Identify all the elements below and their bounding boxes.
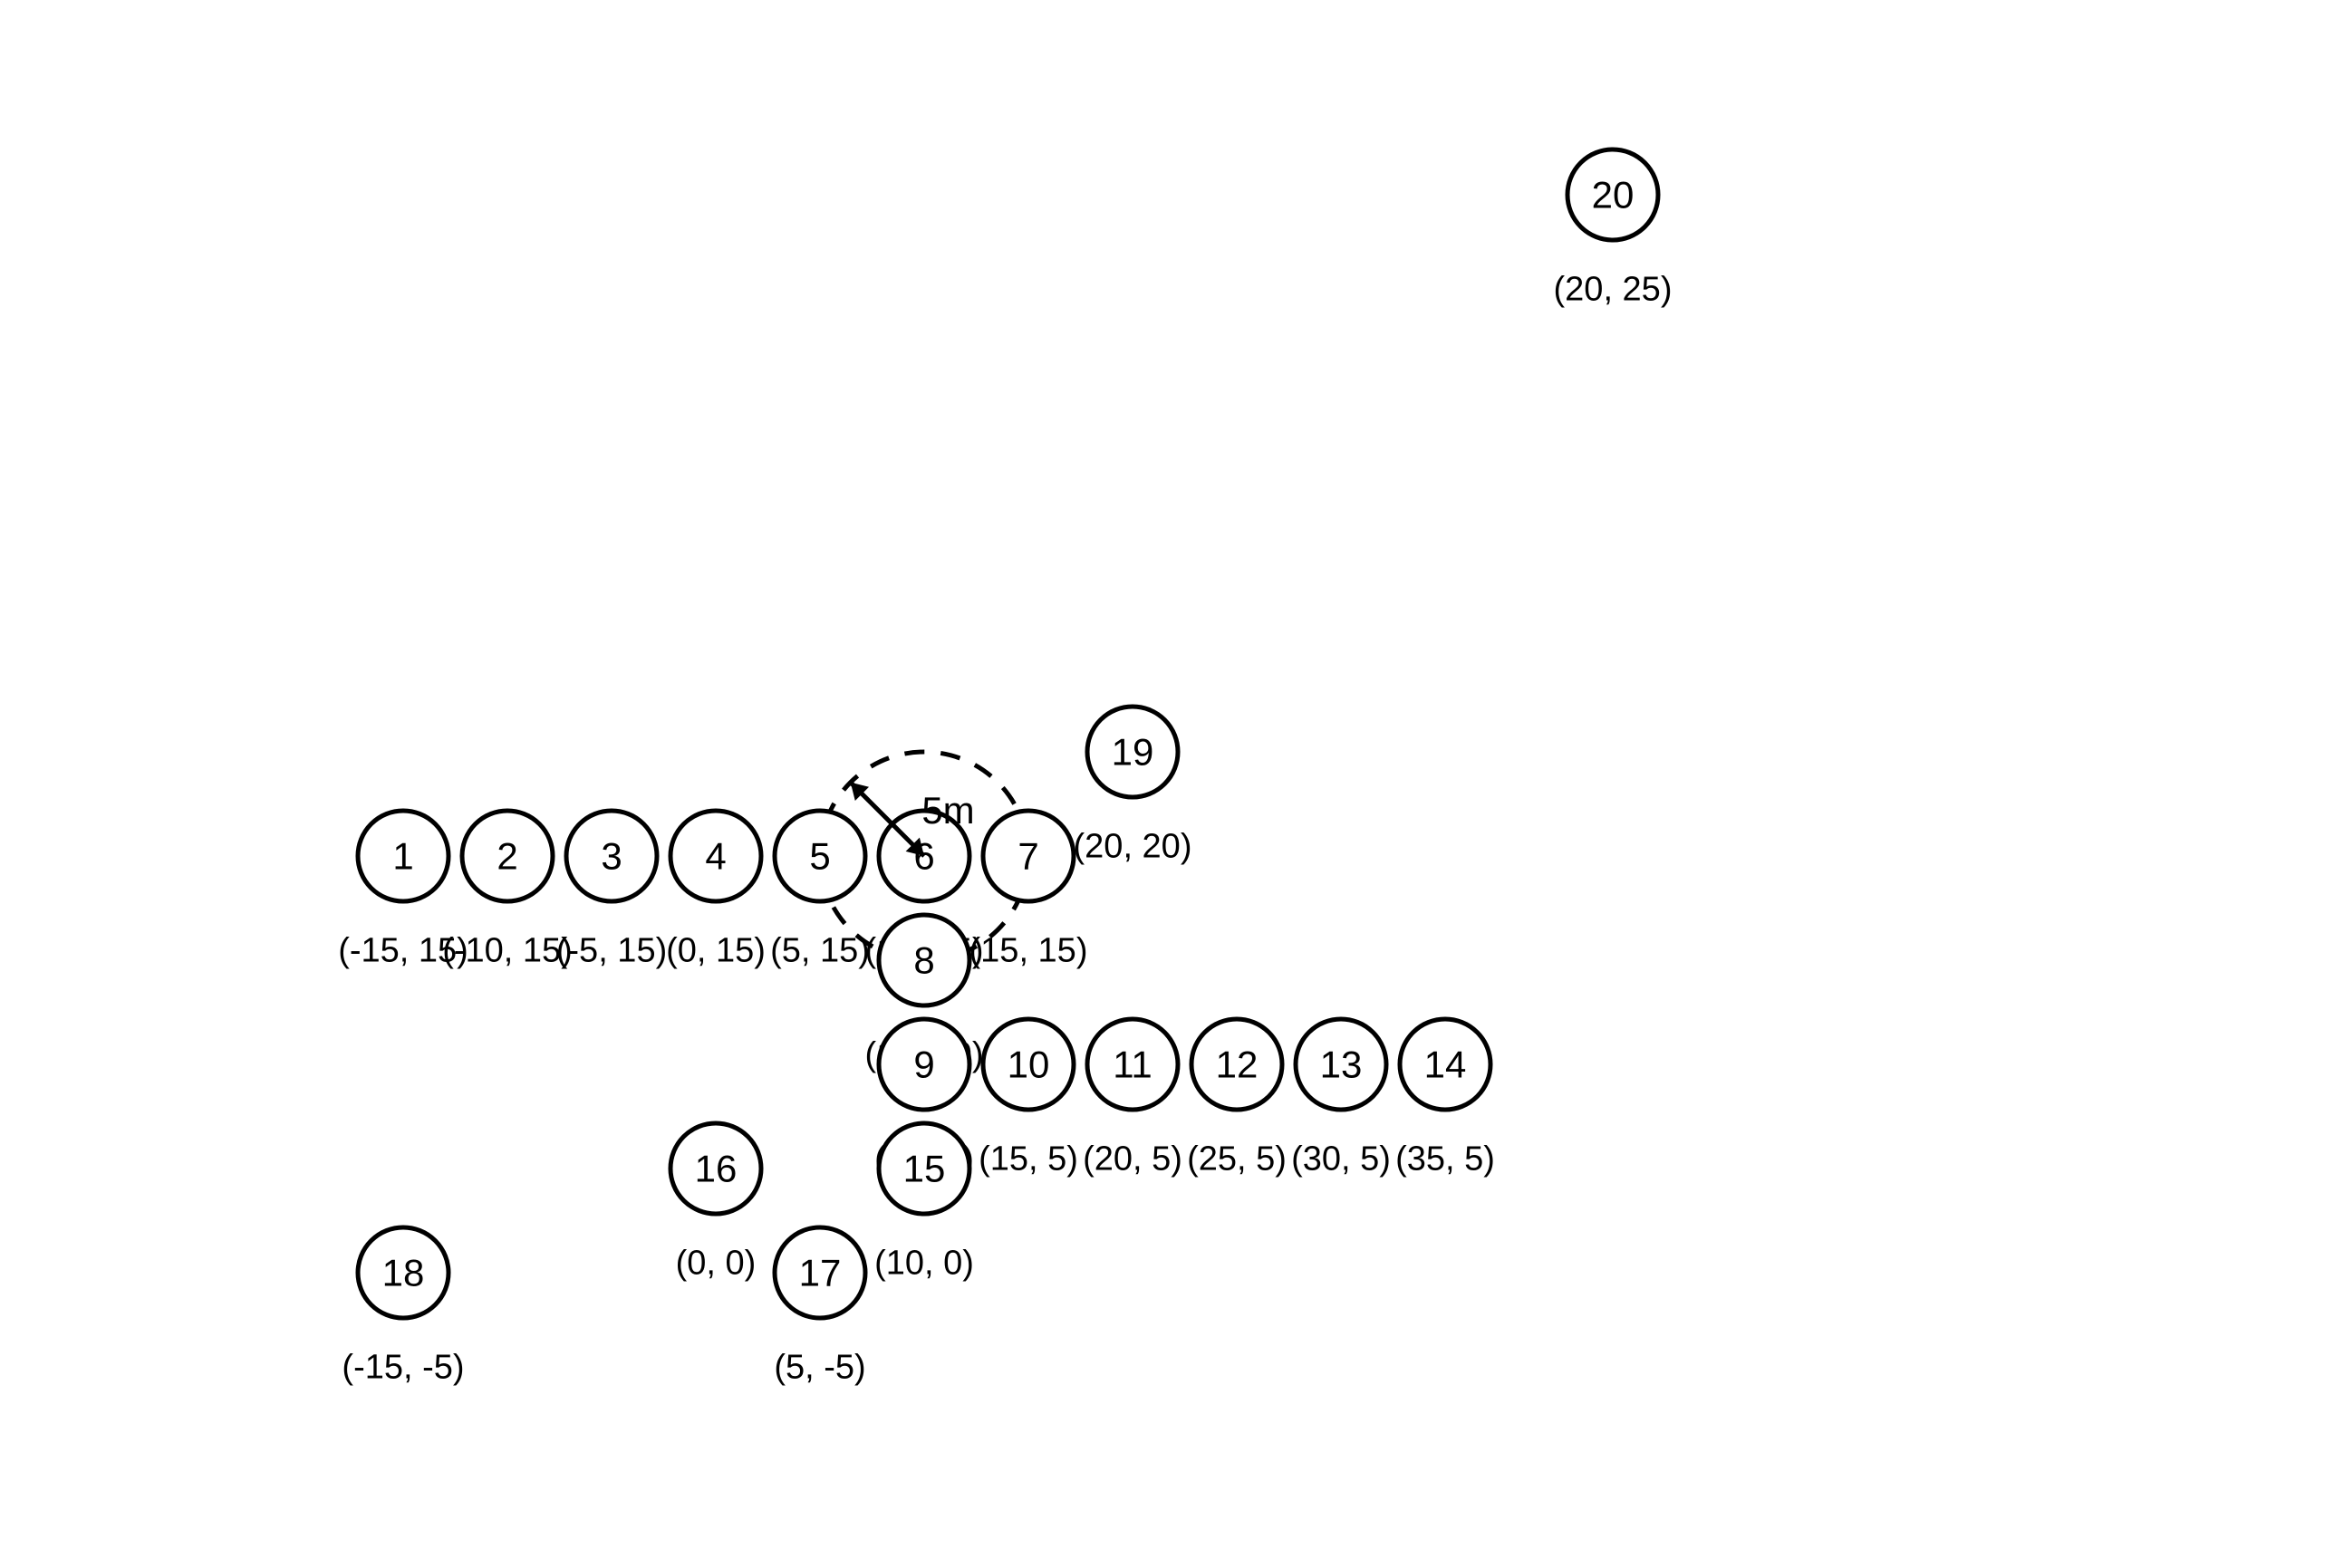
node-coord-label-11: (20, 5)	[1083, 1140, 1182, 1178]
node-id-label-5: 5	[809, 835, 830, 878]
node-15: 15 (10, 0)	[874, 1123, 974, 1282]
node-19: 19 (20, 20)	[1074, 707, 1192, 865]
node-coord-label-7: (15, 15)	[969, 931, 1088, 969]
node-id-label-20: 20	[1592, 174, 1635, 216]
node-18: 18 (-15, -5)	[342, 1227, 464, 1386]
node-16: 16 (0, 0)	[670, 1123, 761, 1282]
node-14: 14 (35, 5)	[1395, 1019, 1495, 1178]
node-id-label-17: 17	[799, 1252, 842, 1294]
node-id-label-9: 9	[913, 1044, 934, 1086]
node-11: 11 (20, 5)	[1083, 1019, 1182, 1178]
node-4: 4 (0, 15)	[666, 811, 766, 969]
node-id-label-16: 16	[695, 1148, 738, 1190]
node-id-label-14: 14	[1424, 1044, 1467, 1086]
node-id-label-10: 10	[1008, 1044, 1050, 1086]
node-id-label-15: 15	[903, 1148, 946, 1190]
node-id-label-7: 7	[1018, 835, 1038, 878]
node-id-label-2: 2	[497, 835, 517, 878]
node-coord-label-5: (5, 15)	[770, 931, 870, 969]
radius-label: 5m	[921, 789, 974, 832]
node-coord-label-10: (15, 5)	[979, 1140, 1078, 1178]
node-coord-label-13: (30, 5)	[1291, 1140, 1391, 1178]
node-coord-label-14: (35, 5)	[1395, 1140, 1495, 1178]
node-20: 20 (20, 25)	[1554, 149, 1673, 308]
node-coordinate-diagram: 1(-15, 15)2(-10, 15)3(-5, 15)4(0, 15)5(5…	[0, 0, 2334, 1568]
node-id-label-11: 11	[1113, 1044, 1153, 1086]
node-id-label-8: 8	[913, 939, 934, 982]
node-7: 7 (15, 15)	[969, 811, 1088, 969]
node-coord-label-4: (0, 15)	[666, 931, 766, 969]
node-17: 17 (5, -5)	[774, 1227, 865, 1386]
nodes-layer: 1(-15, 15)2(-10, 15)3(-5, 15)4(0, 15)5(5…	[338, 149, 1672, 1386]
node-coord-label-17: (5, -5)	[774, 1348, 865, 1386]
node-coord-label-18: (-15, -5)	[342, 1348, 464, 1386]
node-coord-label-12: (25, 5)	[1187, 1140, 1287, 1178]
node-id-label-19: 19	[1112, 731, 1154, 774]
node-3: 3 (-5, 15)	[556, 811, 667, 969]
node-id-label-13: 13	[1320, 1044, 1363, 1086]
node-12: 12 (25, 5)	[1187, 1019, 1287, 1178]
node-13: 13 (30, 5)	[1291, 1019, 1391, 1178]
node-coord-label-3: (-5, 15)	[556, 931, 667, 969]
node-id-label-3: 3	[601, 835, 622, 878]
node-coord-label-16: (0, 0)	[676, 1244, 757, 1282]
node-5: 5 (5, 15)	[770, 811, 870, 969]
node-id-label-1: 1	[392, 835, 413, 878]
node-coord-label-20: (20, 25)	[1554, 270, 1673, 308]
node-id-label-18: 18	[382, 1252, 425, 1294]
node-coord-label-15: (10, 0)	[874, 1244, 974, 1282]
node-coord-label-2: (-10, 15)	[442, 931, 573, 969]
node-id-label-12: 12	[1216, 1044, 1259, 1086]
node-10: 10 (15, 5)	[979, 1019, 1078, 1178]
node-id-label-4: 4	[705, 835, 726, 878]
node-2: 2 (-10, 15)	[442, 811, 573, 969]
node-coord-label-19: (20, 20)	[1074, 827, 1192, 865]
